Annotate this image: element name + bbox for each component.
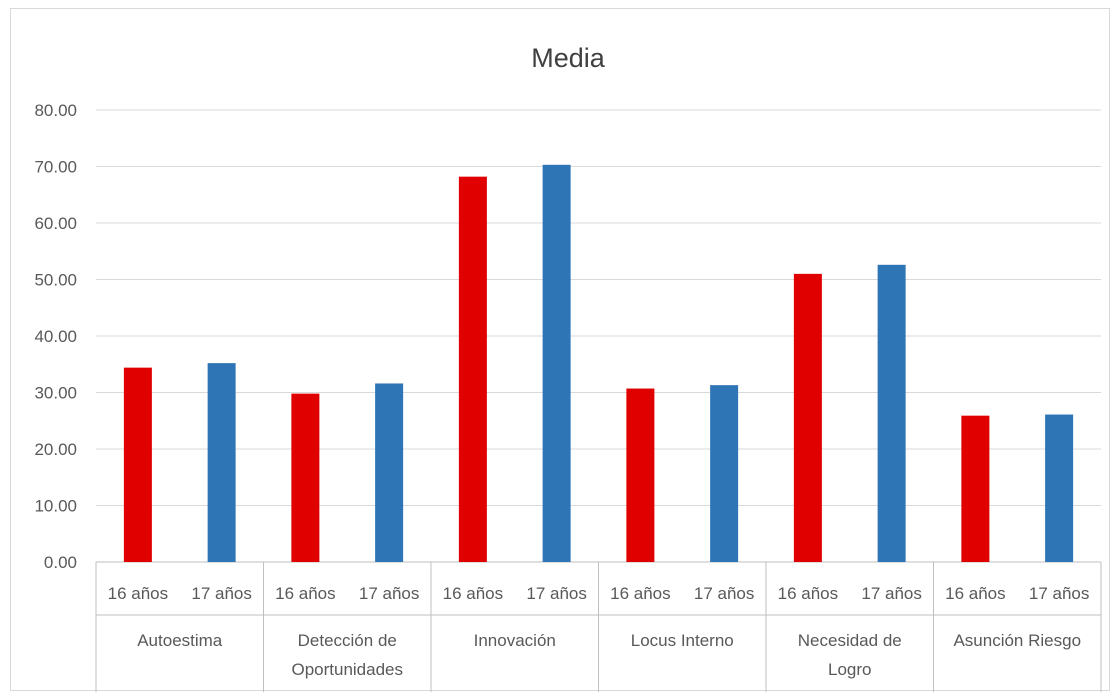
y-tick-label: 80.00: [34, 101, 77, 120]
y-axis-ticks: 0.00 10.00 20.00 30.00 40.00 50.00 60.00 70.00 8…: [34, 101, 77, 572]
x-group-label: Detección de: [298, 631, 397, 650]
x-group-label: Autoestima: [137, 631, 223, 650]
y-tick-label: 30.00: [34, 384, 77, 403]
bar: [877, 264, 906, 562]
bar: [458, 176, 487, 563]
y-tick-label: 50.00: [34, 271, 77, 290]
x-subcategory-label: 16 años: [443, 584, 504, 603]
x-subcategory-label: 17 años: [694, 584, 755, 603]
x-subcategory-label: 17 años: [861, 584, 922, 603]
x-group-label: Asunción Riesgo: [953, 631, 1081, 650]
bar: [375, 383, 404, 562]
x-subcategory-label: 17 años: [526, 584, 587, 603]
y-tick-label: 40.00: [34, 327, 77, 346]
x-axis: 16 años 17 años Autoestima 16 años 17 años De…: [95, 562, 1102, 692]
bar: [1045, 414, 1074, 562]
x-subcategory-label: 17 años: [1029, 584, 1090, 603]
bar: [291, 393, 320, 562]
x-subcategory-label: 16 años: [108, 584, 169, 603]
y-tick-label: 70.00: [34, 158, 77, 177]
bar: [123, 367, 152, 562]
y-tick-label: 60.00: [34, 214, 77, 233]
bar-chart: Media 0.00 10.00 20.00 30.00 40.00 50.00 60.00…: [34, 43, 1102, 692]
y-tick-label: 10.00: [34, 497, 77, 516]
y-tick-label: 0.00: [44, 553, 77, 572]
x-subcategory-label: 16 años: [945, 584, 1006, 603]
bar: [207, 363, 236, 562]
bar: [961, 415, 990, 562]
bar: [542, 164, 571, 562]
x-group-label: Innovación: [474, 631, 556, 650]
x-subcategory-label: 16 años: [275, 584, 336, 603]
x-group-label: Oportunidades: [291, 660, 403, 679]
x-group-label: Necesidad de: [798, 631, 902, 650]
x-subcategory-label: 17 años: [191, 584, 252, 603]
x-group-label: Logro: [828, 660, 871, 679]
y-tick-label: 20.00: [34, 440, 77, 459]
x-subcategory-label: 16 años: [610, 584, 671, 603]
gridlines: [96, 109, 1101, 563]
bar: [710, 385, 739, 562]
bar: [793, 273, 822, 562]
bars: [123, 164, 1074, 563]
x-subcategory-label: 16 años: [778, 584, 839, 603]
x-subcategory-label: 17 años: [359, 584, 420, 603]
x-group-label: Locus Interno: [631, 631, 734, 650]
bar: [626, 388, 655, 562]
chart-frame: Media 0.00 10.00 20.00 30.00 40.00 50.00 60.00…: [10, 8, 1110, 692]
chart-title: Media: [531, 43, 606, 73]
